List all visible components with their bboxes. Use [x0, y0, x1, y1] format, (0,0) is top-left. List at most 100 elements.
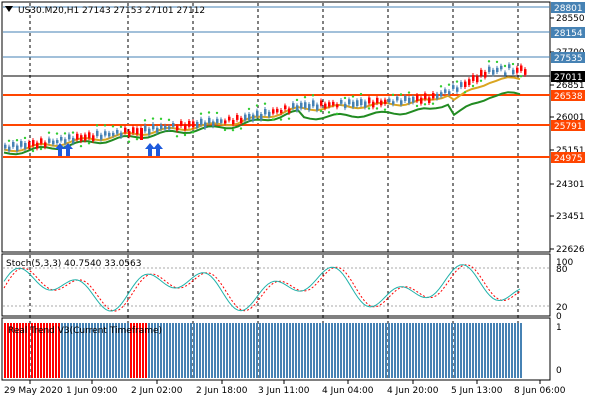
candle	[144, 125, 147, 132]
candle	[228, 116, 231, 121]
trend-bar	[403, 323, 405, 378]
signal-dot	[55, 132, 59, 135]
candle	[484, 71, 487, 78]
trend-bar	[52, 323, 54, 378]
trend-bar	[316, 323, 318, 378]
candle	[320, 100, 323, 106]
trend-bar	[145, 323, 147, 378]
signal-dot	[287, 117, 291, 120]
trend-bar	[481, 323, 483, 378]
trend-bar	[175, 323, 177, 378]
candle	[508, 64, 511, 69]
signal-dot	[167, 118, 171, 122]
trend-bar	[274, 323, 276, 378]
candle	[252, 114, 255, 121]
signal-dot	[463, 91, 467, 94]
signal-dot	[311, 94, 315, 97]
trend-bar	[490, 323, 492, 378]
price-level-badge-label: 27011	[554, 73, 583, 83]
candle	[200, 118, 203, 125]
candle	[112, 132, 115, 136]
time-tick-label: 5 Jun 13:00	[451, 386, 503, 396]
trend-bar	[508, 323, 510, 378]
candle	[40, 138, 43, 144]
signal-dot	[207, 111, 211, 114]
signal-dot	[39, 147, 43, 151]
signal-dot	[511, 62, 515, 66]
price-level-badge	[551, 90, 585, 101]
candle	[140, 128, 143, 140]
trend-bar	[178, 323, 180, 378]
trend-bar	[49, 323, 51, 378]
candle	[292, 103, 295, 109]
candle	[464, 81, 467, 88]
candle	[444, 89, 447, 93]
trend-bar	[436, 323, 438, 378]
trend-bar	[97, 323, 99, 378]
trend-bar	[55, 323, 57, 378]
trend-bar	[355, 323, 357, 378]
stochastic-axis-label: 0	[556, 312, 562, 322]
candle	[396, 96, 399, 101]
trend-bar	[115, 323, 117, 378]
candle	[48, 138, 51, 143]
candle	[264, 109, 267, 115]
trend-bar	[16, 323, 18, 378]
candle	[516, 67, 519, 73]
candle	[64, 139, 67, 144]
trend-bar	[148, 323, 150, 378]
signal-dot	[119, 125, 123, 129]
trend-pane[interactable]	[1, 317, 551, 381]
signal-dot	[15, 139, 19, 142]
trend-bar	[241, 323, 243, 378]
time-tick-label: 2 Jun 18:00	[196, 386, 248, 396]
candle	[428, 97, 431, 104]
candle	[424, 93, 427, 100]
candle	[244, 114, 247, 121]
triangle-down-icon[interactable]	[5, 6, 13, 12]
trend-bar	[124, 323, 126, 378]
candle	[156, 127, 159, 133]
price-level-badge-label: 27535	[554, 54, 583, 64]
trend-bar	[46, 323, 48, 378]
trend-bar	[190, 323, 192, 378]
trend-bar	[151, 323, 153, 378]
trend-bar	[292, 323, 294, 378]
trend-bar	[457, 323, 459, 378]
candle	[412, 96, 415, 103]
main-price-pane[interactable]	[1, 1, 551, 253]
candle	[392, 101, 395, 105]
candle	[20, 141, 23, 147]
candle	[504, 72, 507, 76]
trend-bar	[202, 323, 204, 378]
trend-bar	[505, 323, 507, 378]
trend-bar	[169, 323, 171, 378]
trend-bar	[118, 323, 120, 378]
trend-bar	[307, 323, 309, 378]
candle	[460, 82, 463, 88]
stochastic-pane[interactable]	[1, 253, 551, 317]
symbol-label: US30.M20,H1 27143 27153 27101 27112	[18, 6, 205, 16]
candle	[420, 97, 423, 104]
candle	[148, 128, 151, 135]
trend-bar	[265, 323, 267, 378]
candle	[128, 131, 131, 137]
candle	[288, 108, 291, 113]
signal-dot	[399, 93, 403, 96]
candle	[344, 103, 347, 109]
time-tick-label: 1 Jun 09:00	[66, 386, 118, 396]
candle	[476, 76, 479, 83]
candle	[304, 102, 307, 109]
trend-bar	[367, 323, 369, 378]
signal-dot	[423, 103, 427, 106]
candle	[324, 103, 327, 109]
moving-average-slow	[3, 91, 521, 156]
trend-bar	[268, 323, 270, 378]
trend-bar	[220, 323, 222, 378]
trend-bar	[295, 323, 297, 378]
candle	[108, 132, 111, 137]
candle	[104, 131, 107, 136]
trend-bar	[196, 323, 198, 378]
trend-bar	[439, 323, 441, 378]
